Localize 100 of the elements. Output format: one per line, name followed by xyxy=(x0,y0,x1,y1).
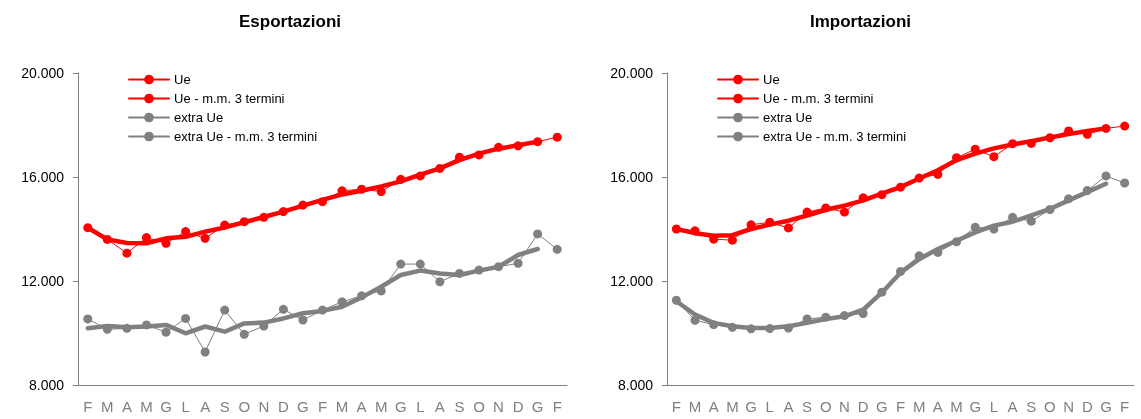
x-tick-label: G xyxy=(745,398,757,415)
point xyxy=(318,197,327,207)
x-tick-label: A xyxy=(932,398,943,415)
point xyxy=(494,262,504,272)
y-tick-label: 8.000 xyxy=(617,377,654,393)
point xyxy=(896,182,905,192)
x-tick-label: A xyxy=(200,398,211,415)
x-tick-label: N xyxy=(1063,398,1075,415)
x-tick-label: L xyxy=(765,398,774,415)
point xyxy=(671,295,681,305)
point xyxy=(765,217,775,227)
point xyxy=(989,152,999,162)
x-tick-label: M xyxy=(950,398,963,415)
x-tick-label: G xyxy=(531,398,544,415)
x-tick-label: D xyxy=(1081,398,1093,415)
x-tick-label: F xyxy=(552,398,562,415)
point xyxy=(298,200,308,210)
x-tick-label: G xyxy=(1100,398,1112,415)
x-tick-label: A xyxy=(356,398,367,415)
legend-label: Ue xyxy=(174,72,191,87)
legend-label: extra Ue xyxy=(763,110,813,125)
point xyxy=(376,286,386,296)
x-tick-label: M xyxy=(688,398,702,415)
point xyxy=(357,184,367,194)
y-tick-label: 16.000 xyxy=(21,169,65,185)
point xyxy=(200,233,210,243)
x-tick-label: G xyxy=(297,398,309,415)
point xyxy=(690,315,700,325)
x-tick-label: F xyxy=(895,398,906,415)
point xyxy=(454,152,464,162)
x-tick-label: G xyxy=(969,398,982,415)
x-tick-label: L xyxy=(181,398,190,415)
x-tick-label: S xyxy=(454,398,465,415)
x-tick-label: D xyxy=(857,398,869,415)
point xyxy=(102,234,112,244)
point xyxy=(552,244,562,254)
x-tick-label: O xyxy=(473,398,485,415)
point xyxy=(858,193,868,203)
x-tick-label: S xyxy=(802,398,813,415)
y-tick-label: 12.000 xyxy=(610,273,654,289)
x-tick-label: A xyxy=(708,398,719,415)
x-tick-label: F xyxy=(1120,398,1130,415)
point xyxy=(1064,194,1074,204)
x-tick-label: L xyxy=(989,398,999,415)
point xyxy=(454,268,464,278)
point xyxy=(298,315,308,325)
point xyxy=(727,322,737,332)
x-tick-label: M xyxy=(912,398,926,415)
point xyxy=(513,141,523,151)
point xyxy=(122,323,132,333)
point xyxy=(970,144,980,154)
point xyxy=(278,304,288,314)
point xyxy=(746,324,756,334)
x-tick-label: N xyxy=(493,398,504,415)
point xyxy=(220,305,230,315)
point xyxy=(952,237,962,247)
point xyxy=(839,207,849,217)
point xyxy=(1026,138,1036,148)
point xyxy=(1045,133,1055,143)
legend-label: extra Ue - m.m. 3 termini xyxy=(174,129,318,144)
point xyxy=(896,266,905,276)
point xyxy=(259,212,269,222)
point xyxy=(821,312,831,322)
x-tick-label: L xyxy=(416,398,425,415)
point xyxy=(513,258,523,268)
point xyxy=(435,163,445,173)
x-tick-label: S xyxy=(219,398,230,415)
point xyxy=(415,259,425,269)
y-tick-label: 12.000 xyxy=(21,273,65,289)
point xyxy=(1120,121,1130,131)
point xyxy=(533,229,543,239)
point xyxy=(161,327,171,337)
point xyxy=(783,323,793,333)
x-tick-label: G xyxy=(160,398,172,415)
point xyxy=(239,329,249,339)
point xyxy=(83,223,93,233)
point xyxy=(376,187,386,197)
y-tick-label: 20.000 xyxy=(21,65,65,81)
point xyxy=(318,305,327,315)
point xyxy=(671,224,681,234)
point xyxy=(474,150,484,160)
x-tick-label: S xyxy=(1026,398,1037,415)
point xyxy=(970,222,980,232)
point xyxy=(435,277,445,287)
point xyxy=(220,220,230,230)
y-tick-label: 16.000 xyxy=(610,169,654,185)
chart-title: Esportazioni xyxy=(238,12,342,31)
point xyxy=(239,217,249,227)
chart-title: Importazioni xyxy=(809,12,912,31)
point xyxy=(1101,123,1111,133)
x-tick-label: A xyxy=(1007,398,1018,415)
point xyxy=(1045,205,1055,214)
point xyxy=(1026,216,1036,226)
x-tick-label: O xyxy=(1044,398,1056,415)
point xyxy=(1008,139,1018,149)
x-tick-label: N xyxy=(839,398,850,415)
x-tick-label: G xyxy=(394,398,407,415)
point xyxy=(1082,186,1092,196)
x-tick-label: D xyxy=(277,398,289,415)
point xyxy=(877,287,887,297)
